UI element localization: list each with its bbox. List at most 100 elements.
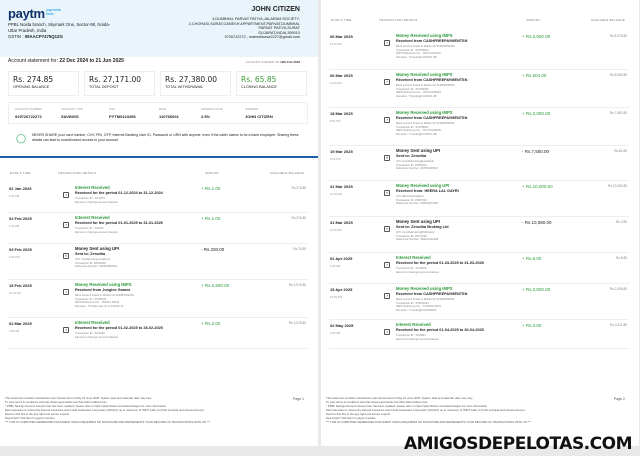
transaction-detail-line: Transaction ID : IN4789841 (396, 125, 429, 129)
transaction-time: 10:44 AM (9, 291, 21, 295)
transaction-time: 3:05 AM (9, 329, 20, 333)
customer-address-line: GUJARAT,INDIA,395010 (258, 30, 300, 35)
customer-name: JOHN CITIZEN (251, 6, 300, 13)
transaction-detail-line: UPI: zerodhabroking@hdfcbank (396, 231, 435, 234)
column-header: AMOUNT (205, 171, 220, 175)
transaction-row: 19 Mar 2025 5:06 PM ₹ Money Sent using UPI S… (329, 147, 629, 181)
footer-line: *** THIS IS COMPUTER GENERATED DOCUMENT … (5, 420, 210, 424)
transaction-detail-line: Reference Number: 503416869462 (75, 265, 118, 268)
transaction-subtitle: Received for the period 01-01-2025 to 31… (75, 221, 163, 225)
transaction-details: Bank account linked to Mobile No 9190000… (396, 122, 455, 136)
interest-icon: ↗ (63, 222, 69, 228)
transaction-detail-line: Transaction ID : IN22452 (75, 332, 105, 335)
summary-value: Rs. 27,171.00 (89, 75, 142, 84)
transaction-details: Bank account linked to Mobile No 9190000… (396, 298, 455, 312)
transaction-details: UPI: zerodhabroking@axisbank Transaction … (396, 160, 438, 171)
summary-box: Rs. 27,380.00 TOTAL WITHDRAWAL (160, 71, 231, 96)
transaction-title: Money Received using IMPS (396, 33, 453, 38)
transaction-details: Transaction ID : IN22452 Earned on Saving… (75, 332, 118, 339)
transaction-amount: + Rs.1.00 (201, 216, 221, 221)
transaction-time: 10:45 PM (330, 295, 342, 299)
account-details: ACCOUNT NUMBER 919726722272 ACCOUNT TYPE SA… (8, 102, 308, 124)
transaction-details: UPI: zerodhabroking@hdfcbank Transaction … (396, 231, 438, 242)
column-header: AVAILABLE BALANCE (270, 171, 304, 175)
account-field-label: ACCOUNT TYPE (61, 107, 83, 111)
summary-label: CLOSING BALANCE (241, 85, 277, 89)
upi-icon: ₹ (384, 226, 390, 232)
available-balance: Rs.5,582.85 (609, 73, 627, 77)
transaction-title: Interest Received (396, 322, 431, 327)
transaction-row: 15 Apr 2025 10:45 PM ↗ Money Received using… (329, 285, 629, 320)
transaction-time: 1:22 AM (9, 224, 20, 228)
summary-box: Rs. 27,171.00 TOTAL DEPOSIT (84, 71, 155, 96)
available-balance: Rs.82.85 (614, 149, 627, 153)
available-balance: Rs.2,511.85 (610, 323, 627, 327)
available-balance: Rs.2.85 (616, 220, 627, 224)
transaction-time: 11:06 AM (330, 228, 342, 232)
transaction-subtitle: Received from: HEERA LAL GAYRI (396, 189, 459, 193)
account-field: INTEREST RATE 2.5% (201, 107, 223, 119)
footer-notes: This statement contains transactions upt… (326, 396, 606, 424)
gstin-label: GSTIN : (8, 34, 24, 39)
transaction-amount: + Rs.2,500.00 (201, 283, 230, 288)
transaction-detail-line: Transaction ID : IP1565604 (396, 48, 429, 52)
transaction-details: UPI: lalheeraraval@axl Transaction ID: 35… (396, 195, 438, 206)
transaction-subtitle: Received from CASHFREEPAYMENTSN (396, 78, 468, 82)
customer-address-line: 4,DUMBHAL PARVAT PATIYA,JALARAM SOCIETY- (212, 17, 300, 21)
transaction-subtitle: Received from Junglee Games (75, 288, 131, 292)
account-field-value: SAVINGS (61, 114, 79, 119)
summary-value: Rs. 274.85 (13, 75, 54, 84)
transaction-title: Money Sent using UPI (396, 219, 440, 224)
summary-label: TOTAL DEPOSIT (89, 85, 119, 89)
transaction-detail-line: Transaction ID : IN2025 (75, 227, 104, 230)
transaction-amount: + Rs.1.00 (201, 186, 221, 191)
transaction-time: 11:26 AM (330, 81, 342, 85)
bank-address-line: Uttar Pradesh, India (8, 28, 47, 33)
transaction-row: 02 May 2025 2:05 AM ↗ Interest Received Rece… (329, 321, 629, 349)
transaction-details: Bank account linked to Mobile No 9190000… (396, 45, 455, 59)
summary-box: Rs. 274.85 OPENING BALANCE (8, 71, 79, 96)
gstin: GSTIN : 09AACP7475Q1ZG (8, 34, 110, 40)
transaction-detail-line: IMPS Reference No. : 306712166224 (396, 91, 441, 94)
available-balance: Rs.8.85 (616, 256, 627, 260)
page-number: Page 2 (613, 397, 625, 401)
transaction-row: 18 Mar 2025 8:51 PM ↗ Money Received using … (329, 109, 629, 146)
customer-address-line: PARVAT PATIYA,SURAT (258, 26, 300, 31)
transaction-title: Money Received using IMPS (396, 110, 453, 115)
statement-period-value: 22 Dec 2024 to 21 Jun 2025 (59, 58, 124, 64)
transaction-time: 5:06 PM (330, 157, 341, 161)
transaction-amount: + Rs.2.00 (201, 321, 221, 326)
transaction-detail-line: UPI: zerodha.sampaxis@icici (75, 258, 110, 261)
transaction-time: 8:51 PM (330, 119, 341, 123)
transaction-details: Transaction ID : IN11893 Earned on Saving… (396, 334, 439, 341)
available-balance: Rs.275.85 (291, 186, 306, 190)
logo-subtext: payments bank (45, 7, 61, 16)
transaction-detail-line: Bank account linked to Mobile No 9190000… (396, 122, 455, 125)
transaction-detail-line: Remarks : Transfer@n010000 HB (396, 55, 437, 59)
lightbulb-icon: ◯ (16, 133, 27, 143)
transaction-detail-line: UPI: lalheeraraval@axl (396, 195, 424, 198)
transaction-detail-line: Reference Number: 307816466013 (396, 167, 439, 170)
transaction-amount: + Rs.2,000.00 (522, 111, 551, 116)
footer-line: Each depositor is insured by Deposit Ins… (326, 408, 525, 412)
bank-address-line: PPBL Noida branch, Skymark One, Sector-9… (8, 22, 111, 27)
summary-box: Rs. 65.85 CLOSING BALANCE (236, 71, 307, 96)
page-number: Page 1 (292, 397, 304, 401)
transaction-detail-line: Transaction ID : IN11893 (396, 334, 426, 337)
account-opened: ACCOUNT OPENED ON 19th Feb 2018 (246, 60, 300, 64)
transaction-date: 31 Mar 2025 (330, 220, 353, 225)
transaction-subtitle: Received from CASHFREEPAYMENTSN (396, 39, 468, 43)
account-field-value: JOHN CITIZEN (245, 114, 273, 119)
bank-address: PPBL Noida branch, Skymark One, Sector-9… (8, 22, 110, 40)
transaction-title: Money Received using IMPS (396, 286, 453, 291)
transaction-time: 2:04 PM (9, 255, 20, 259)
footer-line: Need help? Visit http://m.paytm.me/care (5, 416, 55, 420)
transaction-amount: + Rs.2,500.00 (522, 34, 551, 39)
available-balance: Rs.2,578.85 (288, 321, 306, 325)
transaction-title: Money Received using IMPS (396, 72, 453, 77)
logo-text: paytm (8, 6, 45, 21)
account-opened-label: ACCOUNT OPENED ON (245, 60, 280, 64)
transaction-date: 18 Mar 2025 (330, 111, 353, 116)
column-header: AVAILABLE BALANCE (591, 18, 625, 22)
available-balance: Rs.2,508.85 (609, 287, 627, 291)
